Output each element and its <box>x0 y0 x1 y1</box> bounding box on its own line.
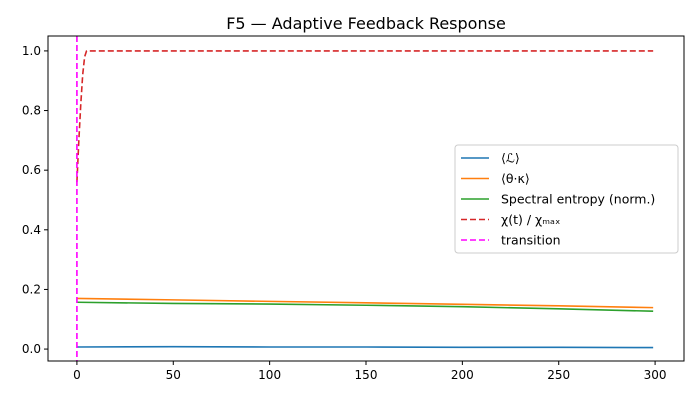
series-3-line <box>76 50 654 183</box>
series-2-line <box>76 301 654 313</box>
y-tick-label: 0.0 <box>22 342 41 356</box>
x-tick-label: 100 <box>258 368 281 382</box>
y-axis: 0.0 0.2 0.4 0.6 0.8 1.0 <box>22 44 48 356</box>
x-tick-label: 200 <box>451 368 474 382</box>
legend-label: χ(t) / χₘₐₓ <box>501 212 561 227</box>
x-tick-label: 0 <box>73 368 81 382</box>
y-tick-label: 0.2 <box>22 282 41 296</box>
legend-box <box>454 144 679 254</box>
y-tick-label: 0.6 <box>22 163 41 177</box>
x-tick-label: 150 <box>355 368 378 382</box>
series-0-line <box>76 345 654 349</box>
x-tick-label: 300 <box>644 368 667 382</box>
chart-title: F5 — Adaptive Feedback Response <box>226 14 506 33</box>
y-tick-label: 0.8 <box>22 104 41 118</box>
legend-label: transition <box>501 233 561 248</box>
series-1-line <box>76 297 654 309</box>
y-tick-label: 0.4 <box>22 223 41 237</box>
legend-label: ⟨ℒ⟩ <box>501 151 520 166</box>
y-tick-label: 1.0 <box>22 44 41 58</box>
legend-label: ⟨θ·κ⟩ <box>501 171 530 186</box>
legend-label: Spectral entropy (norm.) <box>501 192 655 207</box>
legend: ⟨ℒ⟩ ⟨θ·κ⟩ Spectral entropy (norm.) χ(t) / χ… <box>454 144 679 254</box>
x-tick-label: 50 <box>166 368 181 382</box>
x-tick-label: 250 <box>547 368 570 382</box>
x-axis: 0 50 100 150 200 250 300 <box>73 361 667 382</box>
